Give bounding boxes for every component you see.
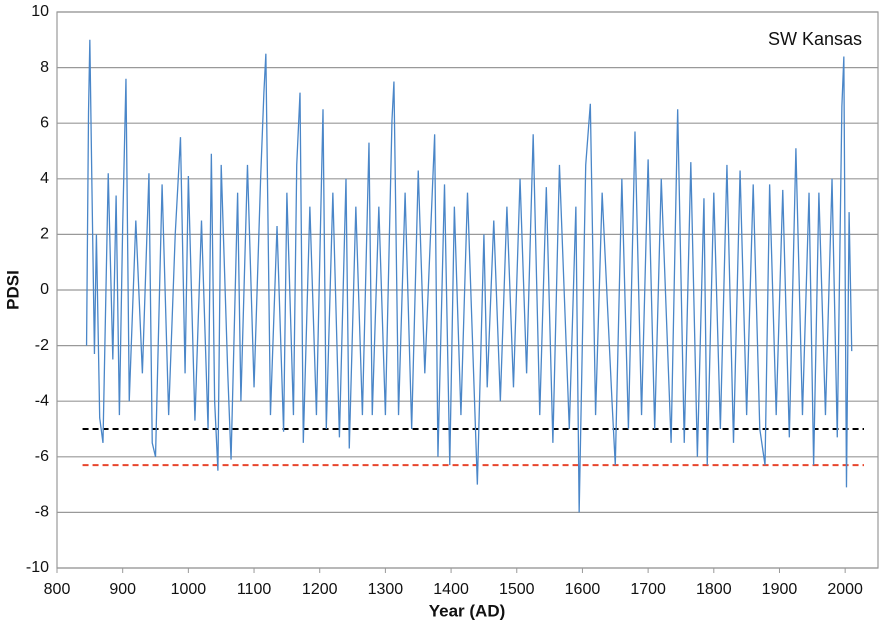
x-axis-label: Year (AD): [429, 601, 506, 620]
x-tick-label: 1500: [499, 581, 535, 598]
data-line: [85, 39, 853, 513]
y-tick-label: -2: [35, 337, 49, 354]
x-tick-label: 1400: [433, 581, 469, 598]
y-tick-label: -10: [26, 559, 49, 576]
x-tick-label: 2000: [827, 581, 863, 598]
x-tick-label: 800: [44, 581, 71, 598]
y-tick-label: 4: [40, 170, 49, 187]
y-tick-label: 2: [40, 226, 49, 243]
x-tick-label: 1000: [171, 581, 207, 598]
y-axis-label: PDSI: [3, 270, 22, 310]
y-tick-label: -6: [35, 448, 49, 465]
x-tick-label: 1100: [237, 581, 272, 598]
y-tick-label: 8: [40, 59, 49, 76]
x-tick-label: 1300: [368, 581, 404, 598]
x-tick-label: 1600: [565, 581, 601, 598]
plot-border: [56, 11, 879, 569]
x-tick-label: 1700: [630, 581, 666, 598]
y-tick-label: -8: [35, 504, 49, 521]
annotation: SW Kansas: [768, 29, 862, 49]
x-tick-label: 900: [109, 581, 136, 598]
x-tick-label: 1200: [302, 581, 338, 598]
y-tick-label: 6: [40, 114, 49, 131]
y-tick-label: 0: [40, 281, 49, 298]
x-tick-label: 1800: [696, 581, 732, 598]
x-tick-label: 1900: [762, 581, 798, 598]
y-tick-label: 10: [31, 3, 49, 20]
y-tick-label: -4: [35, 392, 49, 409]
